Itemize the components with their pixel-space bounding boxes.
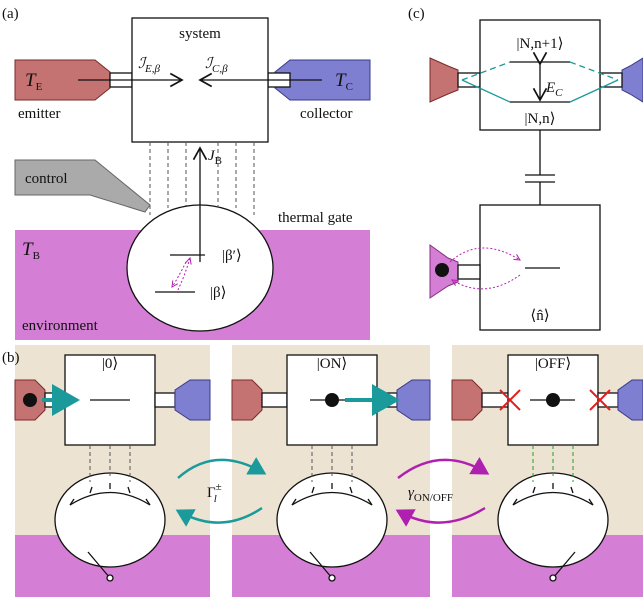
shape bbox=[69, 483, 151, 506]
heat-current: JB bbox=[208, 148, 222, 167]
collector-current: ℐC,β bbox=[205, 56, 228, 75]
shape bbox=[69, 491, 151, 506]
subscript: B bbox=[33, 250, 40, 262]
lower-level-label: |β⟩ bbox=[210, 285, 227, 301]
electron bbox=[23, 393, 37, 407]
panel-label: (c) bbox=[408, 6, 425, 22]
needle bbox=[552, 551, 576, 579]
subscript: l bbox=[214, 493, 217, 505]
subscript: C bbox=[555, 87, 563, 99]
occupation-label: ⟨n̂⟩ bbox=[530, 308, 549, 324]
thermal-gate-label: thermal gate bbox=[278, 210, 353, 226]
charging-energy: EC bbox=[545, 80, 563, 99]
state-label: |0⟩ bbox=[102, 356, 118, 372]
transition-arrow bbox=[397, 456, 490, 479]
emitter-lead bbox=[429, 57, 459, 103]
shape bbox=[291, 491, 373, 506]
transition-arrow bbox=[172, 261, 187, 287]
emitter-current: ℐE,β bbox=[138, 56, 161, 75]
rate-gamma-l: Γ± l bbox=[207, 481, 222, 505]
panel-label: (a) bbox=[2, 6, 19, 22]
transition-arrow bbox=[177, 258, 190, 291]
state-label: |ON⟩ bbox=[317, 356, 348, 372]
shape bbox=[549, 574, 557, 582]
coupling-lines bbox=[311, 445, 353, 482]
shape bbox=[291, 483, 373, 506]
connector bbox=[457, 264, 481, 280]
system-label: system bbox=[179, 26, 221, 42]
coupling-lines bbox=[532, 445, 574, 482]
lead-coupling bbox=[461, 61, 619, 81]
shape bbox=[174, 379, 211, 421]
subscript: E,β bbox=[144, 63, 160, 75]
emitter-lead bbox=[14, 59, 111, 101]
electron bbox=[325, 393, 339, 407]
tunnel-arrow bbox=[449, 247, 520, 263]
rate-switch: γON/OFF bbox=[408, 485, 453, 504]
symbol: γ bbox=[408, 485, 415, 501]
subscript: E bbox=[36, 81, 43, 93]
upper-state: |N,n+1⟩ bbox=[517, 36, 564, 52]
shape bbox=[154, 392, 176, 408]
panel-a: (a) system TE TC emitter collector ℐE,β … bbox=[2, 6, 371, 340]
symbol: Γ bbox=[207, 485, 216, 501]
tunnel-arrow bbox=[452, 274, 521, 290]
collector-lead bbox=[621, 57, 643, 103]
coupling-lines bbox=[89, 445, 131, 482]
subscript: C bbox=[346, 81, 353, 93]
environment-label: environment bbox=[22, 318, 99, 334]
panel-label: (b) bbox=[2, 350, 20, 366]
shape bbox=[261, 392, 288, 408]
shape bbox=[231, 379, 263, 421]
control-probe bbox=[14, 159, 151, 213]
superscript: ± bbox=[216, 481, 222, 493]
collector-label: collector bbox=[300, 106, 352, 122]
collector-lead bbox=[274, 59, 371, 101]
emitter-temp: TE bbox=[25, 70, 43, 93]
emitter-label: emitter bbox=[18, 106, 60, 122]
transition-arrow bbox=[177, 457, 267, 479]
panel-b: (b) |0⟩ |ON⟩ |OFF bbox=[2, 345, 643, 597]
symbol: T bbox=[335, 70, 347, 91]
symbol: E bbox=[545, 80, 555, 96]
symbol: ℐ bbox=[205, 56, 215, 72]
collector-temp: TC bbox=[335, 70, 353, 93]
panel-c: (c) |N,n+1⟩ |N,n⟩ EC ⟨n̂⟩ bbox=[408, 6, 643, 331]
symbol: J bbox=[208, 148, 216, 164]
shape bbox=[512, 483, 594, 506]
symbol: T bbox=[25, 70, 37, 91]
subscript: B bbox=[215, 155, 222, 167]
state-label: |OFF⟩ bbox=[535, 356, 571, 372]
electron bbox=[435, 263, 449, 277]
bath-temp: TB bbox=[22, 239, 40, 262]
symbol: T bbox=[22, 239, 34, 260]
upper-level-label: |β′⟩ bbox=[222, 248, 242, 264]
needle bbox=[87, 551, 111, 579]
shape bbox=[451, 379, 483, 421]
shape bbox=[328, 574, 336, 582]
shape bbox=[617, 379, 643, 421]
capacitor bbox=[525, 130, 555, 205]
lead-coupling bbox=[461, 79, 619, 103]
electron bbox=[546, 393, 560, 407]
subscript: ON/OFF bbox=[414, 492, 453, 504]
needle bbox=[309, 551, 333, 579]
transition-arrow bbox=[395, 506, 486, 527]
symbol: ℐ bbox=[138, 56, 148, 72]
transition-arrow bbox=[175, 506, 263, 527]
coupling-lines bbox=[149, 142, 255, 215]
control-label: control bbox=[25, 171, 68, 187]
lower-state: |N,n⟩ bbox=[525, 111, 556, 127]
shape bbox=[106, 574, 114, 582]
shape bbox=[512, 491, 594, 506]
blocked-mark bbox=[499, 389, 611, 411]
subscript: C,β bbox=[212, 63, 228, 75]
